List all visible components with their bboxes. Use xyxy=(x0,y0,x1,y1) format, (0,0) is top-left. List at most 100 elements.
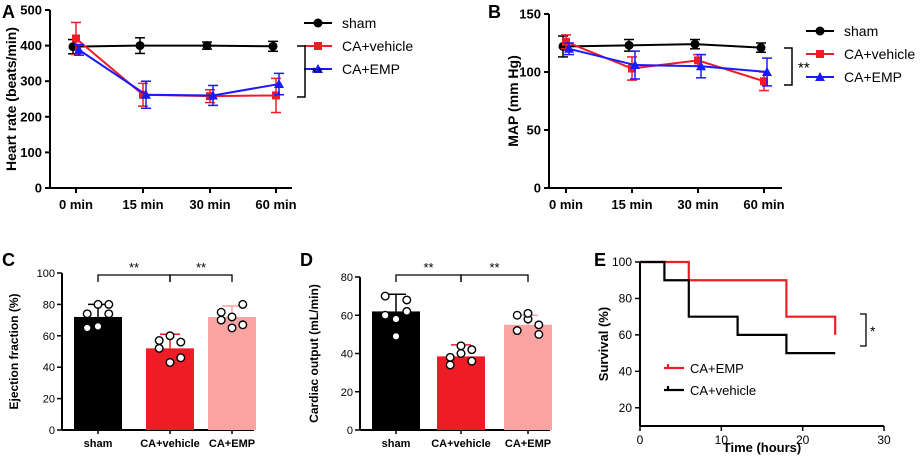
chart-heart-rate: 0 100 200 300 400 500 0 min 15 min 30 min 60 min H… xyxy=(3,3,413,213)
y-tick-label-d: 40 xyxy=(341,349,353,361)
x-tick-label-e: 20 xyxy=(796,433,810,447)
data-point-d xyxy=(402,295,412,305)
data-point-d xyxy=(534,320,544,330)
y-tick-label-c: 0 xyxy=(49,425,55,437)
data-point-d xyxy=(512,326,522,336)
legend-label-b: CA+EMP xyxy=(844,69,902,85)
data-point-c xyxy=(165,331,175,341)
y-tick-label-e: 60 xyxy=(619,328,633,342)
y-tick-label-c: 80 xyxy=(43,299,55,311)
y-tick-label-a: 400 xyxy=(20,38,42,53)
data-point-d xyxy=(445,360,455,370)
significance-bracket-c xyxy=(97,274,171,282)
y-tick-label-d: 20 xyxy=(341,387,353,399)
data-point-c xyxy=(176,337,186,347)
significance-label-c: ** xyxy=(129,260,139,275)
y-axis-label-b: MAP (mm Hg) xyxy=(505,55,521,147)
data-point-a xyxy=(135,41,145,51)
x-tick-label-e: 10 xyxy=(715,433,729,447)
series-line-b-2 xyxy=(568,47,768,73)
x-tick-label-d: CA+vehicle xyxy=(431,438,491,450)
panel-label-a: A xyxy=(2,2,15,22)
chart-survival: 20 40 60 80 100 0 10 20 30 Time (hours) Survival (… xyxy=(596,255,891,455)
legend-marker-a xyxy=(314,42,322,50)
data-point-d xyxy=(391,331,401,341)
data-point-d xyxy=(445,352,455,362)
y-tick-label-a: 100 xyxy=(20,145,42,160)
bar-c xyxy=(208,316,256,430)
legend-marker-a xyxy=(313,18,323,28)
data-point-d xyxy=(380,310,390,320)
data-point-c xyxy=(154,343,164,353)
x-tick-label-c: sham xyxy=(84,438,113,450)
data-point-c xyxy=(238,299,248,309)
data-point-d xyxy=(467,345,477,355)
x-tick-label-c: CA+vehicle xyxy=(140,438,200,450)
y-tick-label-b: 50 xyxy=(527,123,541,138)
y-axis-label-d: Cardiac output (mL/min) xyxy=(307,284,321,423)
data-point-c xyxy=(82,309,92,319)
y-tick-label-b: 0 xyxy=(534,181,541,196)
data-point-c xyxy=(176,353,186,363)
y-tick-label-e: 20 xyxy=(619,401,633,415)
significance-label-d: ** xyxy=(489,260,499,275)
data-point-b xyxy=(756,43,766,53)
data-point-c xyxy=(165,357,175,367)
data-point-c xyxy=(216,307,226,317)
data-point-a xyxy=(202,41,212,51)
x-tick-label-c: CA+EMP xyxy=(209,438,255,450)
data-point-d xyxy=(467,356,477,366)
chart-cardiac-output: 0 20 40 60 80 Cardiac output (mL/min) sham CA+v… xyxy=(307,260,552,450)
panel-label-c: C xyxy=(2,250,15,270)
legend-label-b: sham xyxy=(844,23,878,39)
x-tick-label-b: 15 min xyxy=(611,197,652,212)
panel-label-b: B xyxy=(488,2,501,22)
data-point-a xyxy=(141,89,151,99)
x-tick-label-d: sham xyxy=(382,438,411,450)
data-point-c xyxy=(227,323,237,333)
y-axis-label-c: Ejection fraction (%) xyxy=(7,293,21,409)
y-tick-label-d: 60 xyxy=(341,310,353,322)
y-tick-label-e: 80 xyxy=(619,291,633,305)
y-tick-label-a: 0 xyxy=(35,181,42,196)
data-point-d xyxy=(523,308,533,318)
bar-d xyxy=(504,324,552,430)
data-point-c xyxy=(93,321,103,331)
y-tick-label-a: 300 xyxy=(20,74,42,89)
data-point-b xyxy=(630,60,640,70)
y-tick-label-b: 150 xyxy=(519,7,541,22)
y-axis-label-e: Survival (%) xyxy=(596,307,611,381)
data-point-b xyxy=(624,40,634,50)
data-point-a xyxy=(268,41,278,51)
y-tick-label-d: 0 xyxy=(347,425,353,437)
data-point-a xyxy=(139,90,147,99)
x-tick-label-b: 60 min xyxy=(743,197,784,212)
data-point-b xyxy=(696,61,706,71)
significance-bracket-e xyxy=(860,313,867,347)
x-tick-label-e: 30 xyxy=(877,433,891,447)
series-line-a-0 xyxy=(72,44,274,48)
chart-ejection-fraction: 0 20 40 60 80 100 Ejection fraction (%) sham CA+… xyxy=(7,260,256,450)
bar-d xyxy=(372,311,420,430)
x-tick-label-a: 15 min xyxy=(122,197,163,212)
x-tick-label-a: 0 min xyxy=(59,197,93,212)
data-point-d xyxy=(534,329,544,339)
y-tick-label-b: 100 xyxy=(519,65,541,80)
y-tick-label-e: 40 xyxy=(619,364,633,378)
x-tick-label-a: 60 min xyxy=(255,197,296,212)
chart-map: 0 50 100 150 0 min 15 min 30 min 60 min MAP (mm … xyxy=(505,7,915,213)
data-point-c xyxy=(82,323,92,333)
data-point-b xyxy=(564,43,574,53)
data-point-c xyxy=(238,320,248,330)
x-tick-label-b: 0 min xyxy=(549,197,583,212)
y-tick-label-a: 500 xyxy=(20,3,42,18)
data-point-b xyxy=(690,39,700,49)
data-point-a xyxy=(72,34,80,43)
series-line-b-0 xyxy=(562,43,762,49)
data-point-d xyxy=(391,314,401,324)
legend-marker-a xyxy=(313,64,323,73)
legend-label-e: CA+EMP xyxy=(690,361,744,376)
y-tick-label-c: 20 xyxy=(43,394,55,406)
significance-bracket-a xyxy=(297,45,306,98)
significance-label-b: ** xyxy=(798,60,810,77)
